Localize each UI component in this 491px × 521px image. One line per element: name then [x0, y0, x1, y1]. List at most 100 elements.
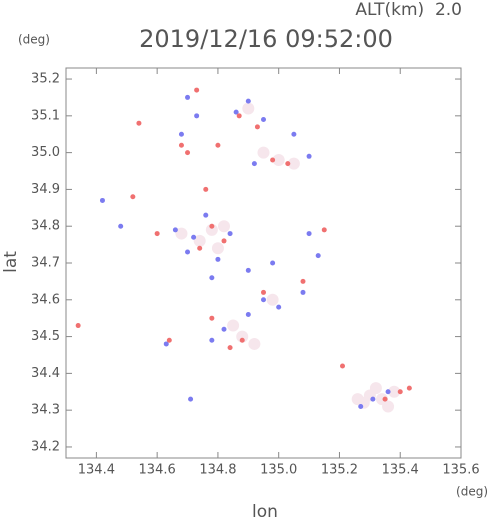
echo-point — [203, 186, 209, 192]
echo-point — [215, 256, 221, 262]
echo-point — [287, 157, 300, 170]
echo-point — [254, 124, 260, 130]
echo-point — [227, 345, 233, 351]
y-tick-label: 34.8 — [31, 219, 60, 234]
echo-point — [172, 227, 178, 233]
echo-point — [242, 102, 255, 115]
echo-point — [236, 113, 242, 119]
echo-point — [245, 312, 251, 318]
y-tick-label: 34.7 — [31, 256, 60, 271]
x-unit: (deg) — [456, 485, 488, 499]
echo-point — [251, 161, 257, 167]
echo-point — [261, 117, 266, 123]
echo-point — [218, 220, 230, 233]
y-tick-label: 35.1 — [31, 108, 60, 123]
echo-point — [185, 94, 191, 100]
echo-point — [245, 98, 251, 104]
echo-point — [203, 212, 209, 218]
echo-point — [209, 337, 215, 343]
echo-point — [130, 194, 136, 200]
x-tick-label: 134.8 — [199, 463, 236, 478]
echo-point — [227, 231, 233, 237]
echo-point — [306, 153, 312, 159]
x-tick-label: 135.2 — [321, 463, 358, 478]
echo-point — [248, 337, 261, 350]
x-axis-label: lon — [252, 502, 278, 521]
echo-point — [382, 400, 395, 413]
echo-point — [209, 315, 215, 321]
echo-point — [233, 109, 239, 115]
echo-point — [340, 363, 345, 369]
y-tick-label: 34.9 — [31, 182, 60, 197]
echo-point — [270, 260, 276, 266]
echo-point — [191, 234, 197, 240]
y-unit: (deg) — [18, 33, 50, 47]
echo-point — [136, 120, 142, 126]
echo-point — [205, 223, 218, 236]
echo-point — [369, 382, 382, 395]
echo-point — [266, 293, 279, 306]
echo-point — [154, 231, 160, 237]
echo-point — [197, 245, 203, 251]
echo-point — [178, 131, 184, 137]
echo-point — [321, 227, 327, 233]
echo-point — [261, 289, 266, 295]
y-tick-label: 34.2 — [31, 439, 60, 454]
echo-point — [221, 326, 227, 332]
y-axis-label: lat — [1, 251, 21, 273]
echo-point — [163, 341, 169, 347]
echo-point — [385, 389, 391, 395]
x-tick-label: 135.4 — [382, 463, 419, 478]
y-tick-label: 34.3 — [31, 403, 60, 418]
echo-point — [351, 393, 364, 406]
x-tick-label: 135.0 — [260, 463, 297, 478]
echo-point — [272, 153, 285, 166]
echo-point — [194, 113, 200, 119]
echo-point — [215, 142, 221, 148]
echo-point — [406, 385, 412, 391]
echo-point — [193, 234, 206, 247]
x-tick-label: 134.6 — [139, 463, 176, 478]
echo-point — [306, 231, 312, 237]
echo-point — [221, 238, 227, 244]
echo-point — [211, 242, 224, 255]
annotation: ALT(km) 2.0 — [355, 0, 462, 20]
echo-point — [209, 275, 215, 281]
plot-frame — [65, 67, 462, 459]
echo-point — [261, 297, 266, 303]
y-tick-label: 34.4 — [31, 366, 60, 381]
echo-point — [358, 403, 364, 409]
echo-point — [194, 87, 200, 93]
echo-point — [188, 396, 194, 402]
echo-point — [236, 330, 249, 343]
echo-point — [388, 385, 401, 398]
echo-point — [397, 389, 403, 395]
echo-point — [239, 337, 245, 343]
echo-point — [276, 304, 282, 310]
echo-point — [315, 253, 321, 259]
echo-point — [178, 142, 184, 148]
echo-point — [118, 223, 124, 229]
echo-point — [285, 161, 291, 167]
x-tick-label: 134.4 — [78, 463, 115, 478]
echo-point — [300, 278, 306, 284]
echo-point — [245, 267, 251, 273]
echo-point — [75, 323, 81, 329]
echo-point — [99, 197, 105, 203]
echo-point — [257, 146, 270, 159]
echo-point — [300, 289, 306, 295]
echo-point — [175, 227, 188, 240]
y-tick-label: 35.0 — [31, 145, 60, 160]
echo-point — [185, 150, 191, 156]
echo-point — [291, 131, 297, 137]
chart-title: 2019/12/16 09:52:00 — [139, 25, 393, 53]
echo-point — [270, 157, 276, 163]
x-tick-label: 135.6 — [442, 463, 479, 478]
echo-point — [227, 319, 240, 332]
y-tick-label: 35.2 — [31, 72, 60, 87]
y-tick-label: 34.5 — [31, 329, 60, 344]
echo-point — [382, 396, 388, 402]
echo-point — [166, 337, 172, 343]
